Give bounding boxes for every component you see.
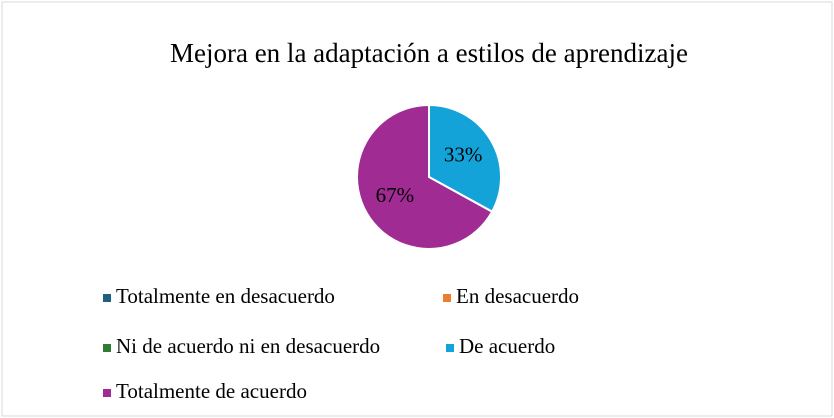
pie-slice: [428, 103, 502, 214]
legend-label: Totalmente de acuerdo: [116, 379, 307, 403]
legend-swatch: [446, 344, 454, 352]
pie-slice: [356, 103, 494, 250]
legend-swatch: [443, 294, 451, 302]
data-label: 67%: [376, 183, 415, 207]
legend-label: Ni de acuerdo ni en desacuerdo: [116, 334, 380, 358]
legend-label: Totalmente en desacuerdo: [116, 284, 335, 308]
legend-swatch: [103, 344, 111, 352]
legend-label: De acuerdo: [459, 334, 555, 358]
legend-label: En desacuerdo: [456, 284, 579, 308]
legend-swatch: [103, 389, 111, 397]
legend-swatch: [103, 294, 111, 302]
chart-title: Mejora en la adaptación a estilos de apr…: [170, 38, 688, 68]
data-label: 33%: [444, 143, 483, 167]
